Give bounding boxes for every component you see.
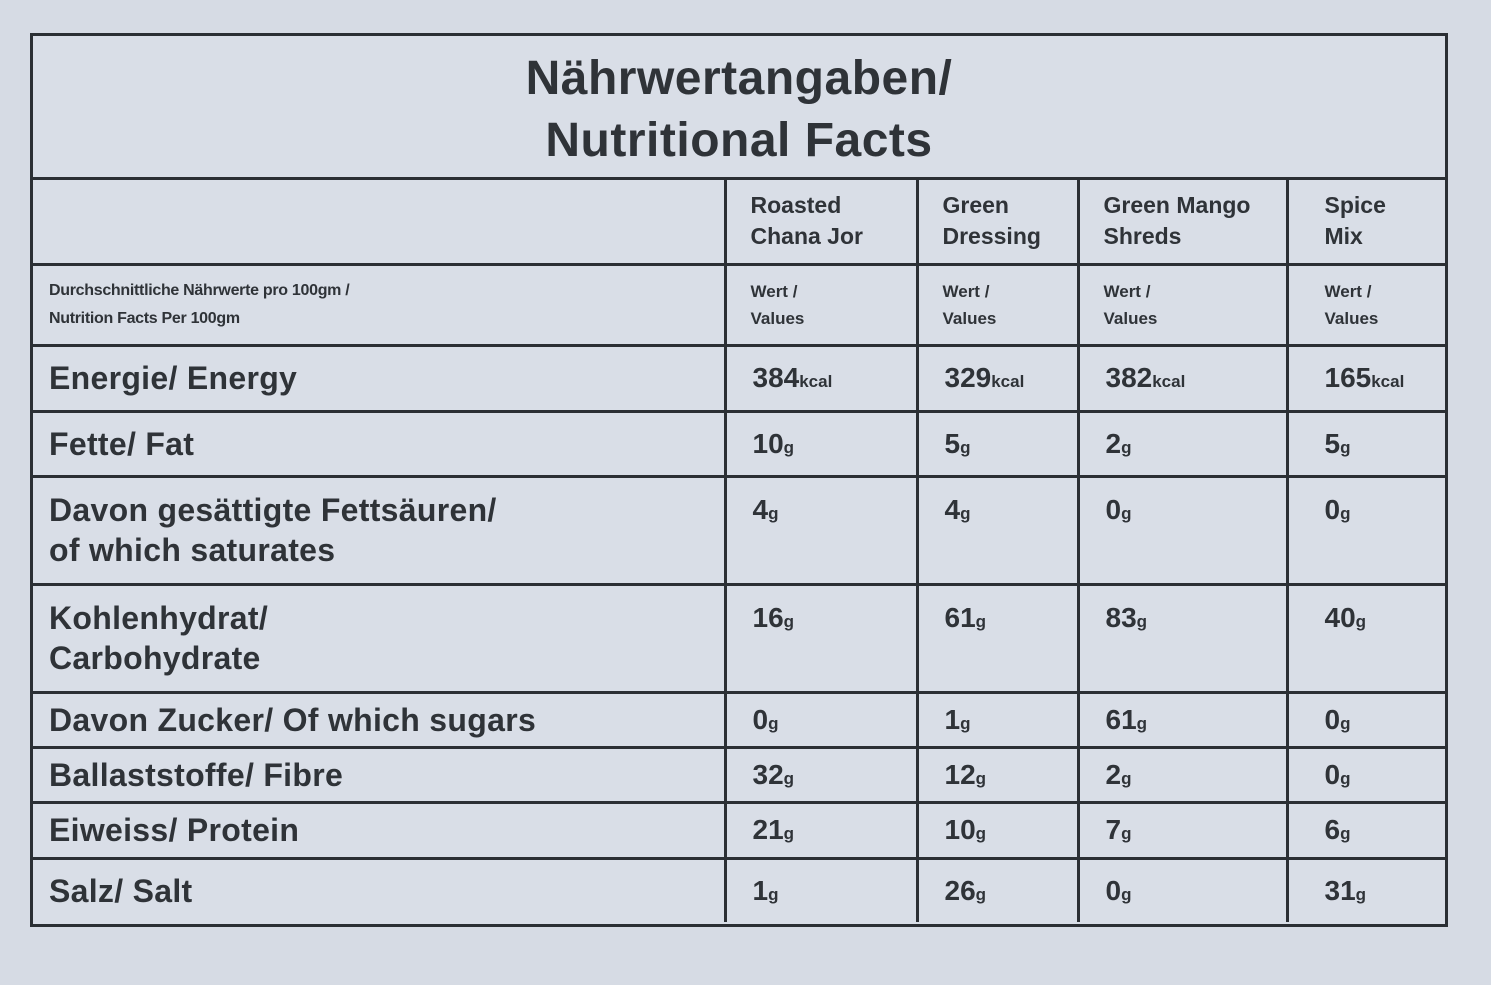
nutrition-table: Roasted Chana Jor Green Dressing Green Man… — [33, 180, 1445, 922]
title-german: Nährwertangaben/ — [525, 52, 953, 105]
nutrition-label: Nährwertangaben/ Nutritional Facts Roast… — [30, 33, 1448, 927]
nutrient-value: 0g — [1285, 690, 1445, 749]
nutrient-value: 0g — [723, 690, 919, 749]
nutrient-row-sugars: Davon Zucker/ Of which sugars 0g 1g 61g … — [33, 690, 1445, 749]
nutrient-value: 10g — [915, 800, 1080, 860]
product-header-green-mango-shreds: Green Mango Shreds — [1076, 180, 1289, 266]
nutrient-row-carbohydrate: Kohlenhydrat/Carbohydrate 16g 61g 83g 40… — [33, 582, 1445, 694]
nutrient-value: 2g — [1076, 409, 1289, 478]
values-header: Wert / Values — [1285, 262, 1445, 347]
nutrient-label: Davon gesättigte Fettsäuren/of which sat… — [33, 474, 727, 586]
nutrient-value: 165kcal — [1285, 343, 1445, 413]
nutrient-value: 26g — [915, 856, 1080, 922]
nutrient-value: 61g — [915, 582, 1080, 694]
nutrient-value: 329kcal — [915, 343, 1080, 413]
subheader-label: Durchschnittliche Nährwerte pro 100gm / N… — [33, 262, 727, 347]
nutrient-row-saturates: Davon gesättigte Fettsäuren/of which sat… — [33, 474, 1445, 586]
nutrient-value: 0g — [1076, 856, 1289, 922]
nutrient-value: 4g — [723, 474, 919, 586]
nutrient-value: 0g — [1285, 474, 1445, 586]
nutrient-label: Davon Zucker/ Of which sugars — [33, 690, 727, 749]
nutrient-label: Energie/ Energy — [33, 343, 727, 413]
nutrient-row-energy: Energie/ Energy 384kcal 329kcal 382kcal … — [33, 343, 1445, 413]
nutrient-value: 16g — [723, 582, 919, 694]
nutrient-value: 0g — [1285, 745, 1445, 804]
nutrient-value: 10g — [723, 409, 919, 478]
product-header-roasted-chana-jor: Roasted Chana Jor — [723, 180, 919, 266]
product-header-spice-mix: Spice Mix — [1285, 180, 1445, 266]
values-header: Wert / Values — [723, 262, 919, 347]
nutrient-value: 0g — [1076, 474, 1289, 586]
nutrient-label: Ballaststoffe/ Fibre — [33, 745, 727, 804]
nutrient-value: 4g — [915, 474, 1080, 586]
nutrient-value: 384kcal — [723, 343, 919, 413]
title-english: Nutritional Facts — [545, 114, 933, 167]
nutrient-value: 21g — [723, 800, 919, 860]
nutrient-value: 40g — [1285, 582, 1445, 694]
nutrient-value: 6g — [1285, 800, 1445, 860]
nutrient-value: 2g — [1076, 745, 1289, 804]
nutrient-label: Eiweiss/ Protein — [33, 800, 727, 860]
header-empty-cell — [33, 180, 727, 266]
subheader-row: Durchschnittliche Nährwerte pro 100gm / N… — [33, 262, 1445, 347]
nutrient-label: Kohlenhydrat/Carbohydrate — [33, 582, 727, 694]
nutrient-label: Salz/ Salt — [33, 856, 727, 922]
nutrient-value: 1g — [723, 856, 919, 922]
nutrient-value: 83g — [1076, 582, 1289, 694]
nutrient-row-salt: Salz/ Salt 1g 26g 0g 31g — [33, 856, 1445, 922]
values-header: Wert / Values — [915, 262, 1080, 347]
nutrient-row-protein: Eiweiss/ Protein 21g 10g 7g 6g — [33, 800, 1445, 860]
nutrient-value: 12g — [915, 745, 1080, 804]
nutrient-value: 61g — [1076, 690, 1289, 749]
nutrient-value: 382kcal — [1076, 343, 1289, 413]
nutrient-value: 32g — [723, 745, 919, 804]
values-header: Wert / Values — [1076, 262, 1289, 347]
product-header-row: Roasted Chana Jor Green Dressing Green Man… — [33, 180, 1445, 266]
nutrient-value: 5g — [915, 409, 1080, 478]
nutrient-row-fibre: Ballaststoffe/ Fibre 32g 12g 2g 0g — [33, 745, 1445, 804]
nutrient-value: 5g — [1285, 409, 1445, 478]
nutrient-value: 7g — [1076, 800, 1289, 860]
label-title: Nährwertangaben/ Nutritional Facts — [33, 36, 1445, 180]
nutrient-value: 1g — [915, 690, 1080, 749]
nutrient-label: Fette/ Fat — [33, 409, 727, 478]
nutrient-row-fat: Fette/ Fat 10g 5g 2g 5g — [33, 409, 1445, 478]
product-header-green-dressing: Green Dressing — [915, 180, 1080, 266]
nutrient-value: 31g — [1285, 856, 1445, 922]
